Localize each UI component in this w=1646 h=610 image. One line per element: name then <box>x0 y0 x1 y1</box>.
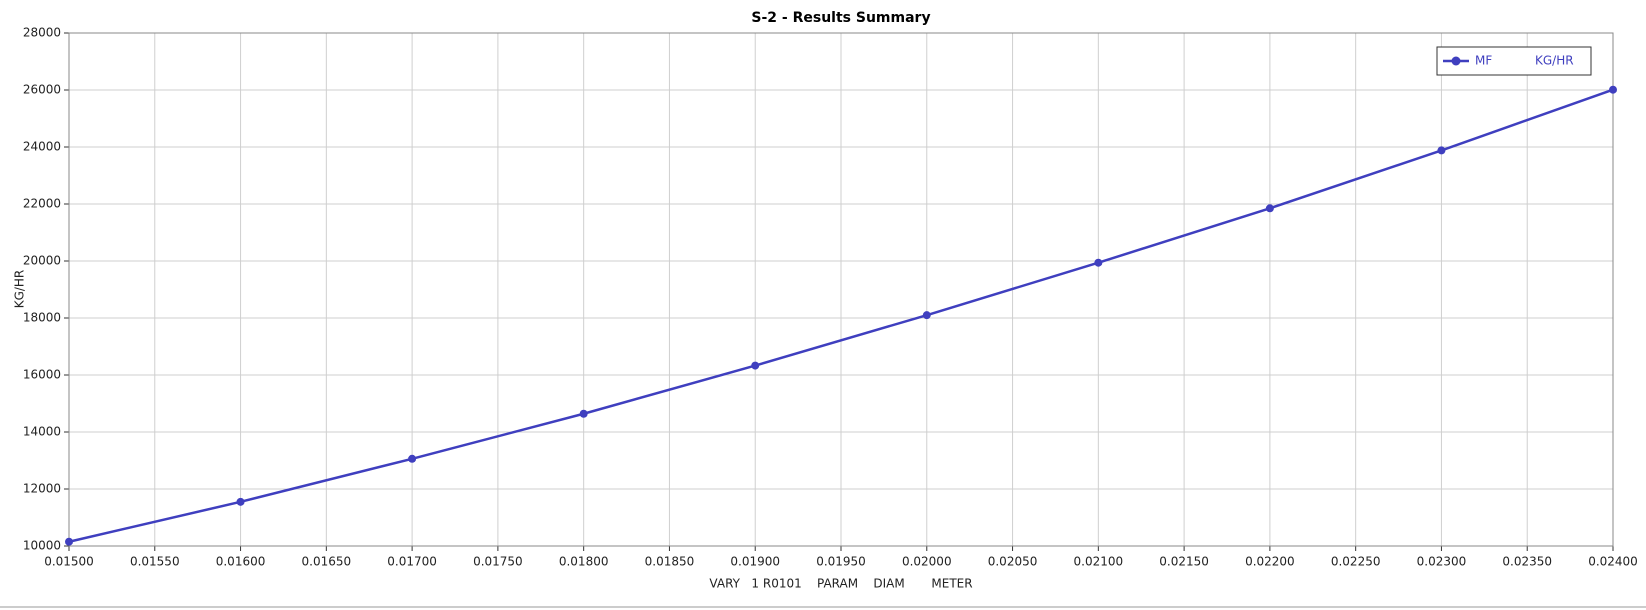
y-tick-label: 10000 <box>23 539 61 553</box>
x-tick-label: 0.02100 <box>1074 555 1124 569</box>
x-tick-label: 0.01950 <box>816 555 866 569</box>
y-tick-label: 28000 <box>23 26 61 40</box>
data-point <box>579 409 588 418</box>
x-tick-label: 0.01500 <box>44 555 94 569</box>
legend-label: MF <box>1475 54 1492 68</box>
data-point <box>1437 146 1446 155</box>
data-point <box>65 537 73 546</box>
x-tick-label: 0.01550 <box>130 555 180 569</box>
x-tick-label: 0.01600 <box>216 555 266 569</box>
y-tick-label: 12000 <box>23 482 61 496</box>
legend-swatch-point <box>1451 56 1461 66</box>
chart-title: S-2 - Results Summary <box>751 10 930 26</box>
y-axis-label: KG/HR <box>13 270 27 309</box>
x-tick-label: 0.02350 <box>1502 555 1552 569</box>
x-tick-label: 0.01700 <box>387 555 437 569</box>
legend-unit: KG/HR <box>1535 54 1574 68</box>
data-point <box>751 361 760 370</box>
data-line <box>68 88 1614 543</box>
x-axis-label: VARY 1 R0101 PARAM DIAM METER <box>709 577 972 591</box>
y-tick-label: 16000 <box>23 368 61 382</box>
plot-frame <box>68 32 1614 547</box>
x-tick-label: 0.01650 <box>302 555 352 569</box>
data-point <box>1094 258 1103 267</box>
x-tick-label: 0.01800 <box>559 555 609 569</box>
x-tick-label: 0.01850 <box>645 555 695 569</box>
data-point <box>408 454 417 463</box>
data-point <box>1265 204 1274 213</box>
x-tick-label: 0.02400 <box>1588 555 1638 569</box>
data-point <box>1609 85 1617 94</box>
x-tick-label: 0.01750 <box>473 555 523 569</box>
x-tick-label: 0.02150 <box>1159 555 1209 569</box>
x-tick-label: 0.02050 <box>988 555 1038 569</box>
x-tick-label: 0.02000 <box>902 555 952 569</box>
data-point <box>922 311 931 320</box>
y-tick-label: 20000 <box>23 254 61 268</box>
x-tick-label: 0.02250 <box>1331 555 1381 569</box>
y-tick-label: 22000 <box>23 197 61 211</box>
x-tick-label: 0.02300 <box>1417 555 1467 569</box>
x-tick-label: 0.02200 <box>1245 555 1295 569</box>
data-point <box>236 497 245 506</box>
y-tick-label: 18000 <box>23 311 61 325</box>
y-tick-label: 14000 <box>23 425 61 439</box>
y-tick-label: 24000 <box>23 140 61 154</box>
y-tick-label: 26000 <box>23 83 61 97</box>
x-tick-label: 0.01900 <box>730 555 780 569</box>
